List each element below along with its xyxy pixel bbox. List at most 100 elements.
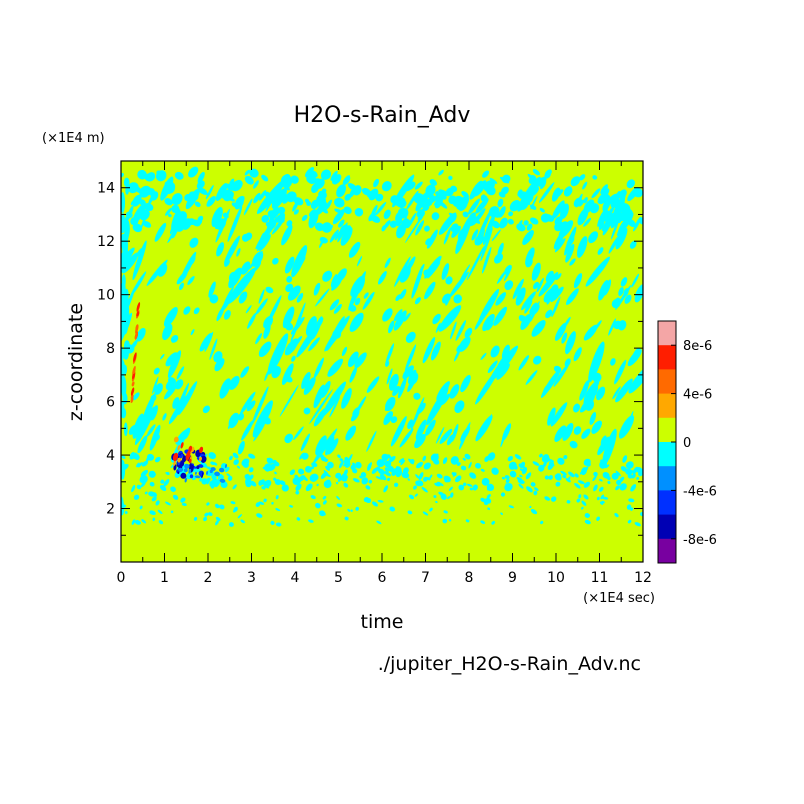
x-tick-label-6: 6 (378, 570, 387, 586)
heatmap-cell-23 (538, 272, 559, 297)
heatmap-cell-755 (304, 198, 310, 204)
heatmap-cell-366 (332, 209, 345, 225)
heatmap-cell-779 (421, 203, 429, 212)
heatmap-cell-147 (554, 238, 566, 253)
heatmap-cell-452 (459, 264, 471, 282)
heatmap-cell-1160 (144, 491, 148, 495)
heatmap-cell-523 (491, 220, 500, 229)
heatmap-cell-367 (313, 357, 325, 379)
heatmap-cell-1136 (134, 520, 142, 525)
heatmap-cell-420 (480, 227, 493, 262)
heatmap-cell-298 (482, 313, 495, 332)
y-tick-label-1: 4 (106, 448, 115, 464)
heatmap-cell-719 (480, 194, 486, 199)
heatmap-cell-775 (174, 171, 184, 180)
heatmap-cell-983 (141, 460, 149, 467)
heatmap-cell-458 (175, 382, 190, 414)
heatmap-cell-1100 (258, 501, 265, 505)
heatmap-cell-741 (544, 214, 555, 222)
heatmap-cell-1026 (266, 457, 274, 464)
heatmap-cell-290 (227, 205, 243, 242)
heatmap-cell-1141 (500, 492, 506, 497)
x-unit-label: (×1E4 sec) (583, 591, 655, 606)
heatmap-cell-1009 (600, 459, 606, 465)
heatmap-cell-1116 (322, 496, 327, 500)
y-tick-label-5: 12 (97, 234, 115, 250)
colorbar-swatch-2 (658, 369, 676, 395)
heatmap-cell-1061 (266, 464, 274, 471)
heatmap-cell-430 (451, 225, 461, 238)
heatmap-cell-508 (125, 211, 133, 219)
heatmap-cell-98 (591, 420, 602, 434)
heatmap-cell-120 (466, 245, 485, 281)
heatmap-cell-720 (225, 183, 235, 191)
heatmap-cell-303 (521, 291, 536, 311)
heatmap-cell-763 (281, 174, 291, 186)
heatmap-cell-133 (531, 262, 541, 281)
heatmap-cell-1068 (426, 477, 431, 481)
heatmap-cell-815 (149, 481, 155, 487)
heatmap-cell-970 (212, 462, 218, 466)
heatmap-cell-433 (494, 253, 503, 264)
x-tick-label-4: 4 (291, 570, 300, 586)
heatmap-cell-969 (217, 473, 222, 480)
heatmap-cell-1215 (365, 497, 372, 504)
heatmap-cell-718 (271, 206, 280, 218)
heatmap-cell-797 (365, 485, 371, 490)
heatmap-cell-362 (378, 271, 387, 285)
heatmap-cell-1211 (323, 500, 327, 505)
heatmap-cell-507 (409, 372, 419, 385)
heatmap-cell-455 (602, 428, 617, 467)
heatmap-cell-1179 (158, 520, 164, 525)
heatmap-cell-1250 (121, 321, 127, 334)
heatmap-cell-1022 (136, 484, 142, 490)
heatmap-cell-1017 (513, 465, 518, 470)
heatmap-cell-138 (345, 425, 357, 441)
heatmap-cell-939 (368, 479, 373, 484)
heatmap-cell-804 (562, 474, 567, 479)
heatmap-cell-91 (496, 363, 510, 380)
heatmap-cell-1192 (149, 510, 156, 516)
heatmap-cell-356 (258, 341, 272, 358)
heatmap-cell-941 (289, 469, 296, 476)
heatmap-cell-758 (184, 194, 192, 202)
heatmap-cell-1210 (628, 498, 635, 503)
heatmap-cell-762 (560, 202, 568, 210)
heatmap-cell-211 (321, 381, 347, 417)
heatmap-cell-1012 (462, 457, 466, 461)
heatmap-cell-636 (389, 220, 397, 228)
heatmap-cell-200 (598, 219, 605, 231)
heatmap-cell-1204 (152, 492, 158, 497)
heatmap-cell-1200 (347, 508, 351, 512)
heatmap-cell-873 (325, 465, 331, 471)
heatmap-cell-419 (597, 247, 604, 255)
heatmap-cell-259 (213, 351, 223, 363)
heatmap-cell-802 (555, 481, 561, 487)
heatmap-cell-845 (379, 474, 387, 481)
heatmap-cell-699 (529, 174, 537, 182)
heatmap-cell-871 (481, 477, 490, 486)
heatmap-cell-910 (360, 472, 367, 478)
heatmap-cell-817 (232, 452, 239, 459)
heatmap-cell-1044 (525, 472, 532, 480)
heatmap-cell-344 (122, 252, 139, 274)
heatmap-cell-772 (469, 216, 479, 227)
heatmap-cell-377 (458, 336, 471, 352)
heatmap-cell-1292 (180, 472, 187, 479)
heatmap-cell-742 (632, 187, 643, 198)
heatmap-cell-278 (313, 384, 325, 409)
heatmap-cell-501 (287, 285, 301, 301)
heatmap-cell-375 (563, 316, 571, 329)
heatmap-cell-268 (604, 279, 612, 296)
x-tick-label-10: 10 (547, 570, 565, 586)
heatmap-cell-1089 (518, 463, 525, 469)
heatmap-cell-558 (579, 174, 586, 181)
heatmap-cell-994 (244, 474, 251, 480)
heatmap-cell-185 (538, 182, 555, 203)
heatmap-cell-886 (140, 469, 149, 477)
heatmap-cell-875 (137, 462, 143, 468)
heatmap-cell-205 (301, 214, 308, 222)
heatmap-cell-713 (197, 171, 205, 184)
heatmap-cell-1119 (583, 494, 589, 500)
heatmap-cell-1019 (464, 453, 471, 460)
